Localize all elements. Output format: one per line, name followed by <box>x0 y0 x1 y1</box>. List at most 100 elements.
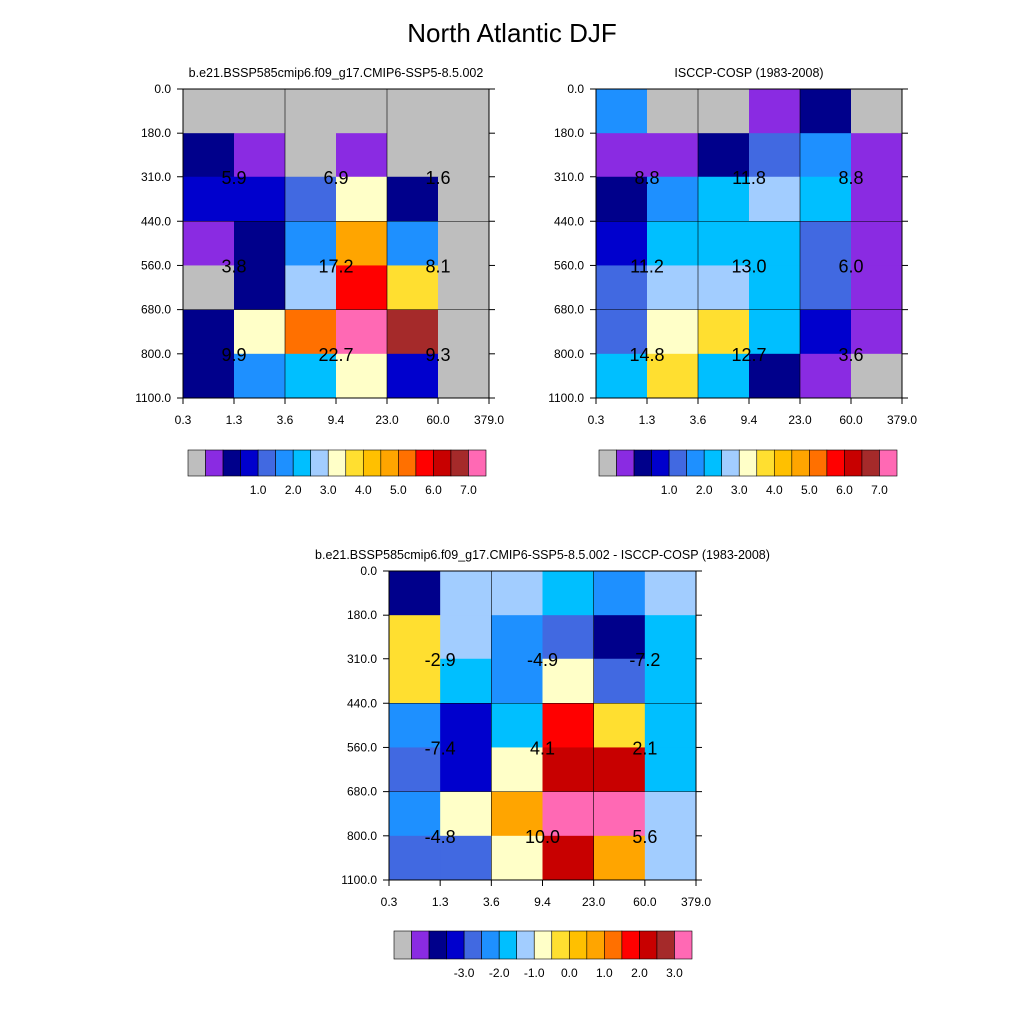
colorbar-swatch <box>327 449 347 477</box>
colorbar-swatch <box>604 930 623 960</box>
heatmap-cell <box>647 353 699 399</box>
heatmap-cell <box>389 571 441 616</box>
heatmap-cell <box>183 353 235 399</box>
x-tick-label: 60.0 <box>633 895 657 909</box>
heatmap-cell <box>491 747 543 793</box>
heatmap-cell <box>234 176 286 222</box>
cell-value-label: -4.9 <box>527 650 558 670</box>
heatmap-cell <box>644 747 697 793</box>
heatmap-cell <box>440 703 492 748</box>
y-tick-label: 560.0 <box>347 740 377 754</box>
colorbar-swatch <box>791 449 810 477</box>
heatmap-cell <box>440 571 492 616</box>
heatmap-cell <box>387 265 439 311</box>
heatmap-cell <box>336 133 388 178</box>
heatmap-cell <box>285 133 337 178</box>
heatmap-cell <box>542 571 595 616</box>
colorbar-swatch <box>656 930 675 960</box>
heatmap-cell <box>596 133 648 178</box>
heatmap-cell <box>234 309 286 355</box>
heatmap-cell <box>800 133 852 178</box>
heatmap-cell <box>647 176 699 222</box>
heatmap-cell <box>596 176 648 222</box>
cell-value-label: 10.0 <box>525 827 560 847</box>
x-tick-label: 60.0 <box>426 413 450 427</box>
heatmap-cell <box>183 309 235 355</box>
colorbar-swatch <box>844 449 863 477</box>
colorbar-label: 6.0 <box>425 483 442 497</box>
colorbar-label: 2.0 <box>285 483 302 497</box>
heatmap-cell <box>389 791 441 837</box>
x-tick-label: 3.6 <box>690 413 707 427</box>
colorbar-swatch <box>598 449 617 477</box>
heatmap-cell <box>593 658 646 704</box>
heatmap-cell <box>851 133 903 178</box>
cell-value-label: 22.7 <box>318 345 353 365</box>
cell-value-label: -4.8 <box>425 827 456 847</box>
panel-title: ISCCP-COSP (1983-2008) <box>674 66 823 80</box>
colorbar-swatch <box>621 930 640 960</box>
x-tick-label: 9.4 <box>741 413 758 427</box>
x-tick-label: 0.3 <box>381 895 398 909</box>
colorbar-label: -3.0 <box>454 966 475 980</box>
heatmap-cell <box>234 133 286 178</box>
colorbar-swatch <box>773 449 793 477</box>
heatmap-cell <box>285 309 337 355</box>
heatmap-cell <box>647 309 699 355</box>
cell-value-label: 8.1 <box>425 256 450 276</box>
colorbar-swatch <box>393 930 412 960</box>
heatmap-cell <box>438 176 490 222</box>
heatmap-cell <box>851 89 903 134</box>
cell-value-label: 11.8 <box>732 168 766 188</box>
heatmap-cell <box>698 176 750 222</box>
colorbar-swatch <box>428 930 447 960</box>
x-tick-label: 60.0 <box>839 413 863 427</box>
heatmap-cell <box>389 747 441 793</box>
heatmap-cell <box>698 221 750 266</box>
colorbar-label: 6.0 <box>836 483 853 497</box>
colorbar-swatch <box>292 449 312 477</box>
colorbar-swatch <box>310 449 329 477</box>
heatmap-cell <box>593 615 646 660</box>
cell-value-label: 8.8 <box>634 168 659 188</box>
heatmap-cell <box>389 615 441 660</box>
heatmap-cell <box>644 791 697 837</box>
colorbar-label: 7.0 <box>460 483 477 497</box>
y-tick-label: 0.0 <box>360 564 377 578</box>
colorbar-swatch <box>633 449 652 477</box>
cell-value-label: 5.9 <box>221 168 246 188</box>
heatmap-cell <box>542 658 595 704</box>
colorbar-swatch <box>450 449 469 477</box>
x-tick-label: 379.0 <box>887 413 917 427</box>
colorbar-swatch <box>498 930 518 960</box>
heatmap-cell <box>698 353 750 399</box>
y-tick-label: 560.0 <box>554 258 584 272</box>
heatmap-cell <box>851 353 903 399</box>
heatmap-cell <box>336 353 388 399</box>
colorbar-swatch <box>879 449 898 477</box>
heatmap-cell <box>851 265 903 311</box>
cell-value-label: 9.3 <box>425 345 450 365</box>
heatmap-cell <box>593 747 646 793</box>
colorbar-swatch <box>468 449 487 477</box>
heatmap-cell <box>438 221 490 266</box>
colorbar-swatch <box>187 449 206 477</box>
colorbar: 1.0 2.0 3.0 4.0 5.0 6.0 7.0 <box>187 449 487 497</box>
heatmap-cell <box>800 353 852 399</box>
heatmap-cell <box>647 221 699 266</box>
cell-value-label: -2.9 <box>425 650 456 670</box>
heatmap-cell <box>800 265 852 311</box>
colorbar-swatch <box>411 930 430 960</box>
heatmap-cell <box>647 265 699 311</box>
cell-value-label: -7.4 <box>425 738 456 758</box>
colorbar-label: -1.0 <box>524 966 545 980</box>
y-tick-label: 800.0 <box>141 347 171 361</box>
heatmap-cell <box>491 835 543 881</box>
x-tick-label: 9.4 <box>328 413 345 427</box>
panel-title: b.e21.BSSP585cmip6.f09_g17.CMIP6-SSP5-8.… <box>189 66 484 80</box>
heatmap-cell <box>698 133 750 178</box>
colorbar-label: 1.0 <box>596 966 613 980</box>
colorbar-swatch <box>415 449 434 477</box>
heatmap-cell <box>336 221 388 266</box>
cell-value-label: -7.2 <box>629 650 660 670</box>
